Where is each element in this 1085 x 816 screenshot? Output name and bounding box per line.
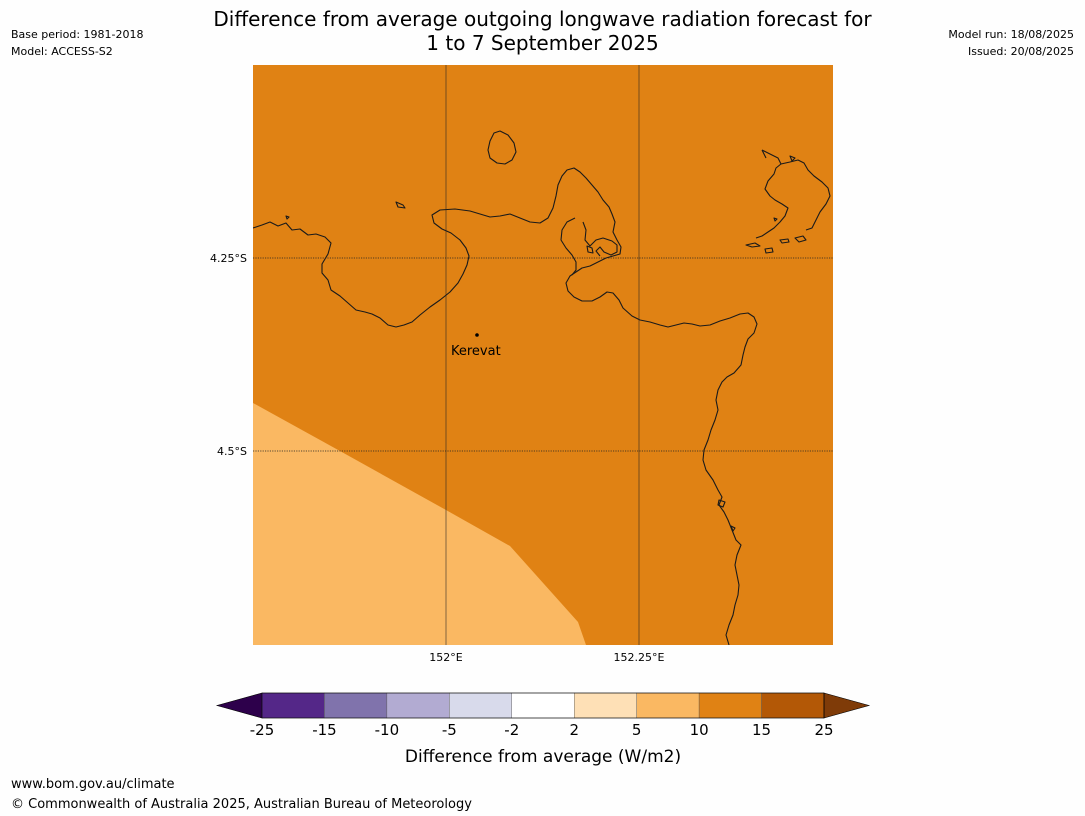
coastline-inner-harbour: [582, 221, 618, 257]
gridlines: [253, 65, 833, 645]
islet-northeast-4: [779, 238, 790, 244]
model-run-text: Model run: 18/08/2025: [948, 28, 1074, 41]
issued-text: Issued: 20/08/2025: [967, 45, 1074, 58]
island-north: [487, 130, 517, 165]
footer-copyright: © Commonwealth of Australia 2025, Austra…: [11, 797, 472, 812]
islet-northeast-5: [794, 235, 807, 243]
base-period-text: Base period: 1981-2018: [11, 28, 144, 41]
colorbar-segment: [761, 692, 825, 719]
islet-northeast-6: [773, 217, 778, 222]
islet-east-2: [730, 525, 736, 532]
lon-label-152.25: 152.25°E: [614, 651, 665, 664]
lat-label-4.25: 4.25°S: [210, 252, 247, 265]
colorbar-extend-low: [215, 692, 263, 719]
islet-east-1: [717, 499, 726, 508]
colorbar-tick-label: 10: [690, 721, 709, 739]
colorbar-segment: [449, 692, 512, 719]
colorbar-segment: [574, 692, 637, 719]
colorbar-tick-label: -2: [504, 721, 519, 739]
islet-bay: [586, 245, 594, 254]
footer-url[interactable]: www.bom.gov.au/climate: [11, 777, 175, 792]
coastline-northeast: [755, 149, 831, 239]
map-panel: Kerevat: [253, 65, 833, 645]
islet-northeast-1: [789, 155, 796, 162]
coastline: [253, 130, 831, 645]
meta-left: Base period: 1981-2018 Model: ACCESS-S2: [11, 26, 143, 60]
colorbar-tick-label: 2: [569, 721, 579, 739]
coastline-main: [253, 167, 758, 645]
lat-label-4.5: 4.5°S: [217, 445, 247, 458]
colorbar-extend-high: [823, 692, 871, 719]
colorbar-tick-label: 25: [814, 721, 833, 739]
coastline-inner-bay: [560, 217, 577, 276]
islet-northeast-3: [764, 247, 774, 254]
colorbar-segment: [386, 692, 450, 719]
footer: www.bom.gov.au/climate © Commonwealth of…: [11, 775, 472, 815]
colorbar-tick-label: -25: [250, 721, 275, 739]
colorbar-tick-label: 15: [752, 721, 771, 739]
colorbar-tick-label: 5: [632, 721, 642, 739]
lon-label-152: 152°E: [429, 651, 462, 664]
chart-title: Difference from average outgoing longwav…: [0, 7, 1085, 55]
islet-northeast-2: [745, 242, 761, 248]
title-line-2: 1 to 7 September 2025: [426, 31, 659, 55]
place-label: Kerevat: [451, 344, 501, 359]
colorbar-segment: [698, 692, 762, 719]
colorbar-segment: [636, 692, 700, 719]
colorbar-segment: [324, 692, 388, 719]
model-text: Model: ACCESS-S2: [11, 45, 113, 58]
meta-right: Model run: 18/08/2025 Issued: 20/08/2025: [948, 26, 1074, 60]
place-marker: [475, 333, 479, 337]
shaded-region-low: [253, 403, 586, 645]
colorbar: -25 -15 -10 -5 -2 2 5 10 15 25 Difference from av…: [215, 692, 871, 767]
colorbar-segment: [261, 692, 325, 719]
colorbar-outline: [261, 692, 825, 719]
islet-west: [395, 201, 406, 209]
islet-west-tiny: [285, 215, 290, 220]
colorbar-tick-label: -15: [312, 721, 337, 739]
colorbar-label: Difference from average (W/m2): [405, 747, 681, 767]
colorbar-tick-label: -5: [442, 721, 457, 739]
colorbar-segment: [511, 692, 575, 719]
colorbar-tick-label: -10: [375, 721, 400, 739]
title-line-1: Difference from average outgoing longwav…: [213, 7, 872, 31]
